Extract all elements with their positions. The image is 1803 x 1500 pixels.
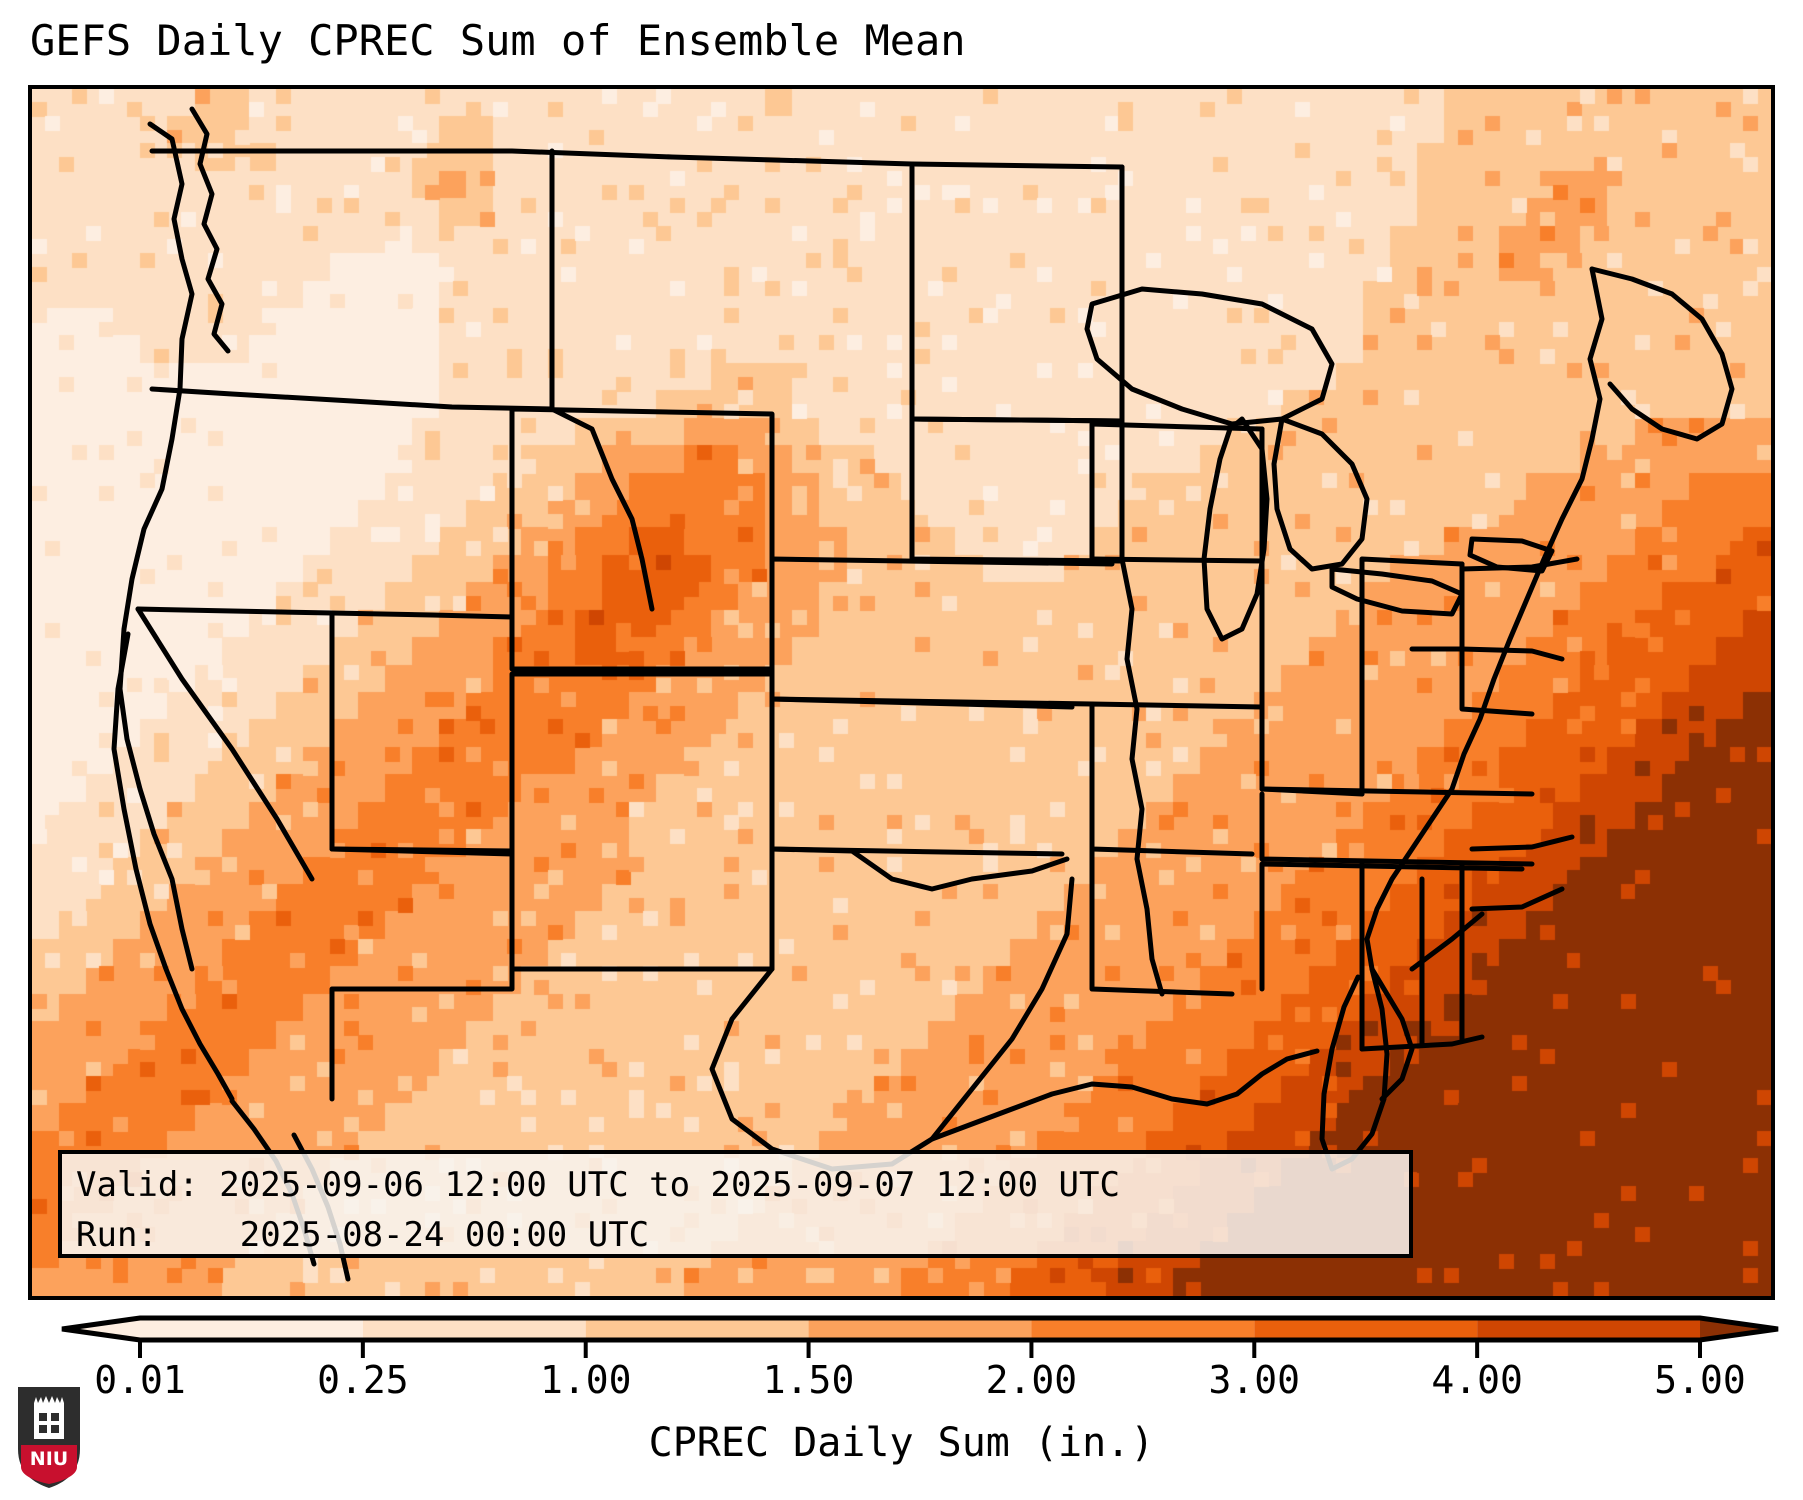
colorbar-band: [1254, 1318, 1478, 1340]
colorbar-band: [1477, 1318, 1700, 1340]
colorbar-band: [362, 1318, 586, 1340]
colorbar-tick-label: 2.00: [985, 1358, 1078, 1402]
colorbar-svg: [61, 1315, 1779, 1358]
page-title: GEFS Daily CPREC Sum of Ensemble Mean: [30, 16, 966, 65]
info-box: Valid: 2025-09-06 12:00 UTC to 2025-09-0…: [58, 1150, 1413, 1258]
colorbar-tick-label: 5.00: [1654, 1358, 1746, 1402]
colorbar: [0, 1306, 1803, 1366]
colorbar-extend-left: [62, 1318, 140, 1340]
map-plot-area: [28, 85, 1775, 1300]
run-time-text: Run: 2025-08-24 00:00 UTC: [76, 1215, 650, 1255]
colorbar-band: [140, 1318, 363, 1340]
logo-text: NIU: [30, 1448, 68, 1470]
precipitation-heatmap-grid: [32, 89, 1771, 1296]
logo-windows: [39, 1413, 59, 1433]
colorbar-tick-label: 0.01: [94, 1358, 186, 1402]
colorbar-extend-right: [1700, 1318, 1778, 1340]
colorbar-tick-label: 3.00: [1208, 1358, 1301, 1402]
colorbar-band: [1031, 1318, 1255, 1340]
colorbar-tick-label: 4.00: [1431, 1358, 1523, 1402]
colorbar-tick-label: 1.50: [762, 1358, 855, 1402]
colorbar-band: [808, 1318, 1032, 1340]
colorbar-ticks: [138, 1340, 1702, 1358]
niu-logo: NIU: [18, 1387, 80, 1488]
colorbar-tick-label: 1.00: [539, 1358, 632, 1402]
colorbar-tick-label: 0.25: [317, 1358, 409, 1402]
colorbar-bands: [62, 1318, 1778, 1340]
valid-time-text: Valid: 2025-09-06 12:00 UTC to 2025-09-0…: [76, 1165, 1120, 1205]
colorbar-outline: [61, 1315, 1779, 1343]
colorbar-band: [585, 1318, 809, 1340]
colorbar-axis-label: CPREC Daily Sum (in.): [648, 1420, 1155, 1466]
logo-banner: [21, 1445, 77, 1484]
